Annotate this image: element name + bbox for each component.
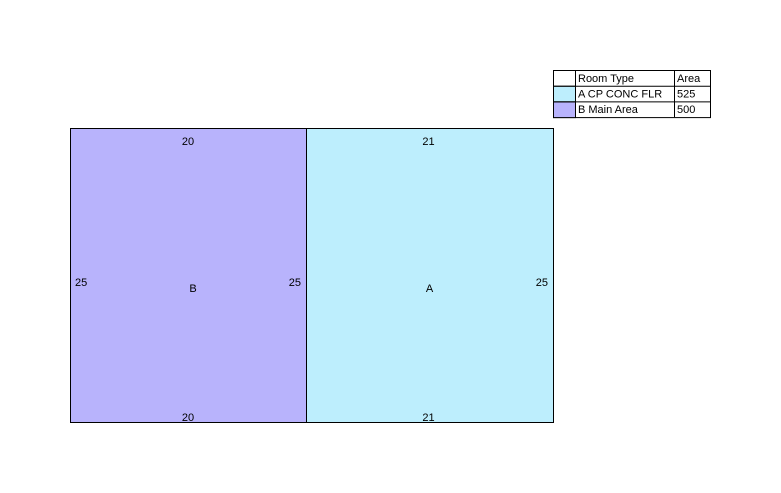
legend-header: Room Type	[578, 73, 634, 85]
room	[70, 128, 307, 423]
dimension-bottom: 20	[182, 412, 194, 424]
room-label: A	[426, 283, 434, 295]
legend-swatch	[553, 101, 576, 119]
dimension-top: 21	[422, 136, 434, 148]
legend-type: B Main Area	[578, 104, 639, 116]
legend-area: 500	[677, 104, 695, 116]
legend-frame	[553, 70, 711, 119]
legend-type: A CP CONC FLR	[578, 88, 662, 100]
dimension-right: 25	[289, 277, 301, 289]
dimension-bottom: 21	[422, 412, 434, 424]
legend-swatch	[553, 85, 576, 103]
legend-header: Area	[677, 73, 701, 85]
room	[306, 128, 554, 423]
room-label: B	[189, 283, 196, 295]
dimension-top: 20	[182, 136, 194, 148]
dimension-left: 25	[75, 277, 87, 289]
legend-area: 525	[677, 88, 695, 100]
dimension-right: 25	[536, 277, 548, 289]
